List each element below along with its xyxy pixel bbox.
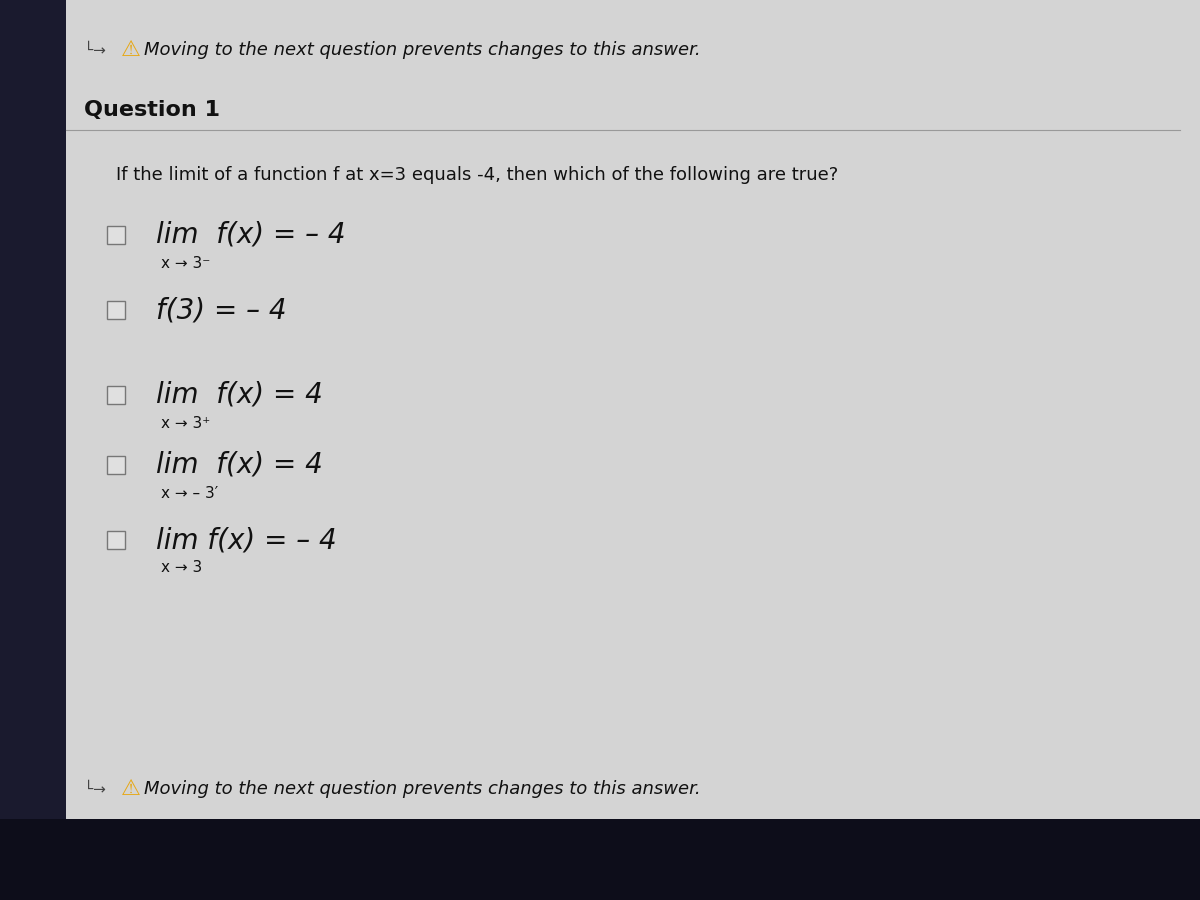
Text: lim  f(x) = 4: lim f(x) = 4 (156, 451, 323, 479)
Text: x → – 3′: x → – 3′ (161, 485, 218, 500)
Text: Question 1: Question 1 (84, 100, 220, 120)
Text: ⚠: ⚠ (121, 779, 142, 799)
Text: f(3) = – 4: f(3) = – 4 (156, 296, 287, 324)
Bar (107, 531, 125, 549)
Text: └→: └→ (84, 42, 106, 58)
Bar (0, 0, 66, 900)
Text: Moving to the next question prevents changes to this answer.: Moving to the next question prevents cha… (144, 780, 701, 798)
Text: x → 3⁺: x → 3⁺ (161, 416, 210, 430)
Text: ⚠: ⚠ (121, 40, 142, 60)
Text: Moving to the next question prevents changes to this answer.: Moving to the next question prevents cha… (144, 41, 701, 59)
Bar (0, 819, 1200, 900)
Text: lim  f(x) = – 4: lim f(x) = – 4 (156, 221, 346, 249)
Bar (107, 456, 125, 474)
Bar (107, 226, 125, 244)
Text: x → 3⁻: x → 3⁻ (161, 256, 210, 271)
Text: lim f(x) = – 4: lim f(x) = – 4 (156, 526, 337, 554)
Text: x → 3: x → 3 (161, 561, 203, 575)
Text: lim  f(x) = 4: lim f(x) = 4 (156, 381, 323, 409)
Bar (107, 301, 125, 319)
Bar (107, 386, 125, 404)
Text: └→: └→ (84, 781, 106, 797)
Text: If the limit of a function f at x=3 equals -4, then which of the following are t: If the limit of a function f at x=3 equa… (116, 166, 839, 184)
